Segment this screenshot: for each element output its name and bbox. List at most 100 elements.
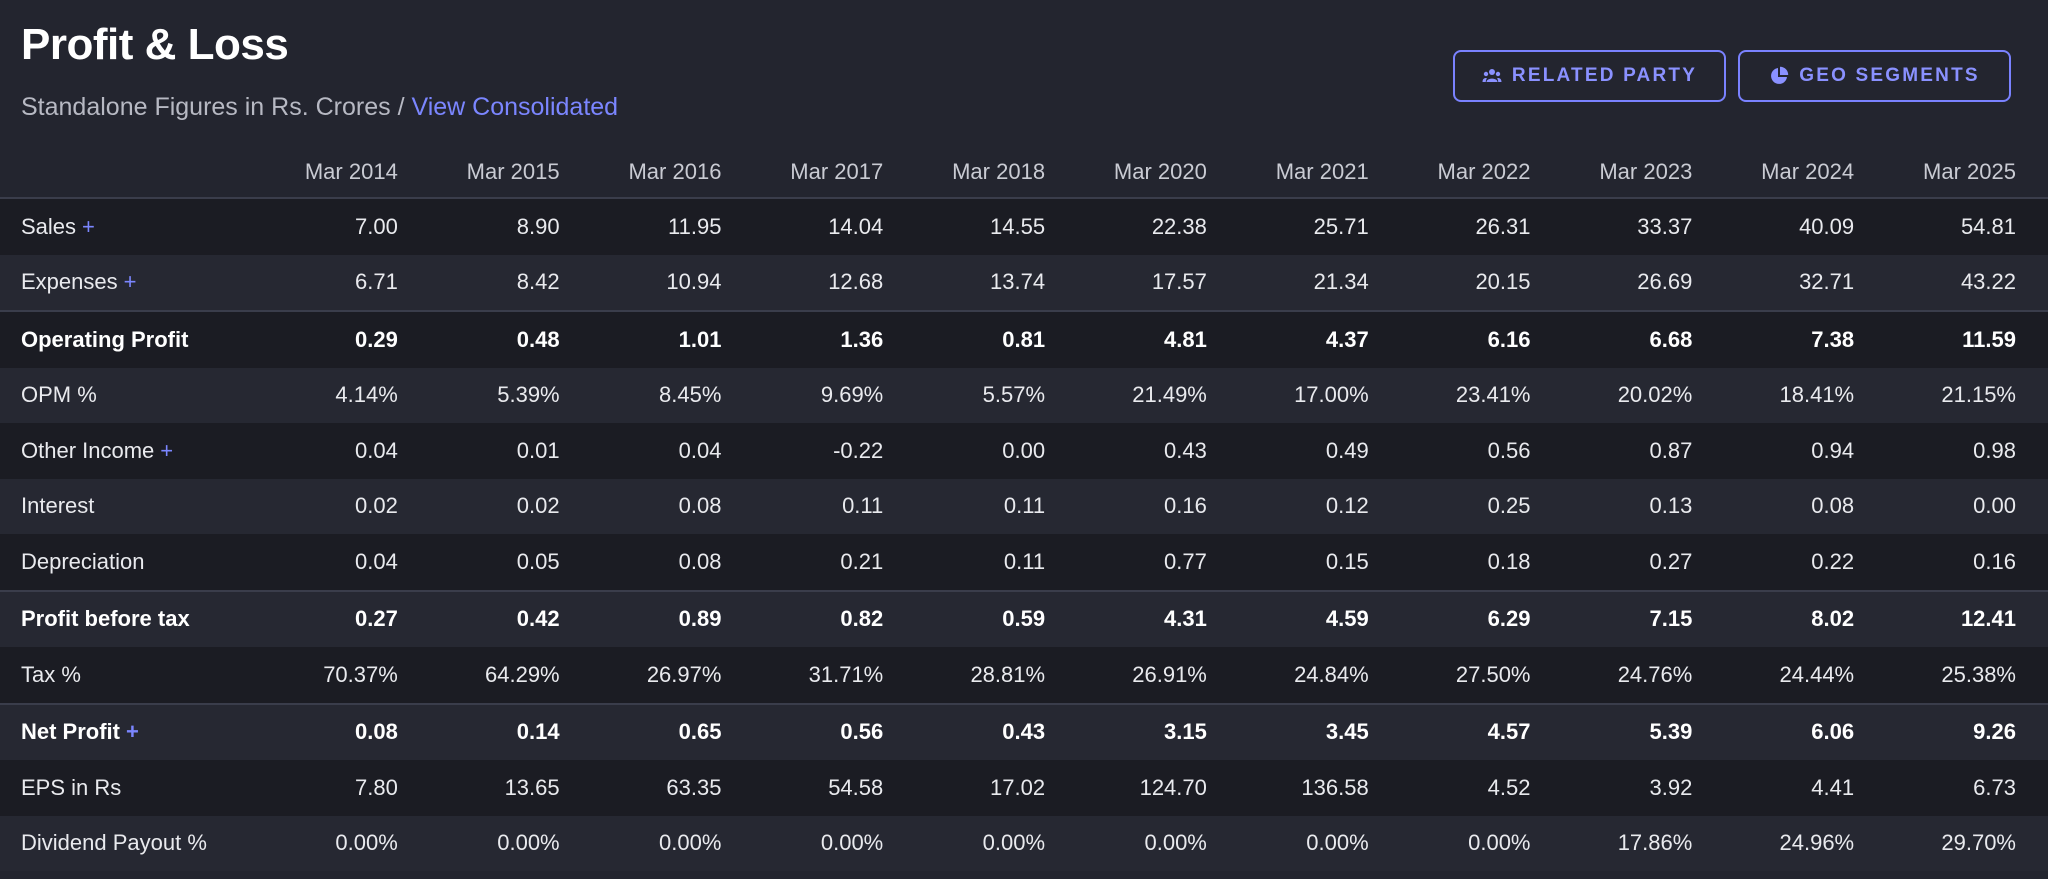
table-row: Other Income +0.04 0.01 0.04 -0.22 0.00 0.43 0.…: [0, 423, 2048, 479]
plus-icon[interactable]: +: [126, 719, 139, 745]
plus-icon[interactable]: +: [160, 437, 174, 463]
table-cell: 9.26: [1886, 702, 2048, 760]
table-cell: 12.41: [1886, 589, 2048, 647]
table-cell: 0.59: [915, 589, 1078, 647]
table-cell: 13.74: [915, 254, 1078, 311]
table-cell: 0.11: [915, 534, 1078, 591]
table-cell: 26.97%: [591, 647, 754, 704]
users-icon: [1482, 66, 1502, 86]
table-cell: 20.15: [1400, 254, 1563, 311]
table-cell: 3.15: [1077, 702, 1239, 760]
header-label-cell: [0, 147, 268, 199]
table-cell: 0.43: [1077, 423, 1239, 479]
table-cell: 7.15: [1562, 589, 1725, 647]
table-cell: 9.69%: [753, 367, 916, 423]
table-cell: 0.16: [1886, 534, 2048, 591]
table-cell: 8.90: [429, 198, 592, 255]
row-label-cell: Tax %: [0, 647, 268, 704]
table-cell: 20.02%: [1562, 367, 1725, 423]
header-row: Mar 2014 Mar 2015 Mar 2016 Mar 2017 Mar 2018…: [0, 147, 2048, 199]
table-cell: 17.00%: [1238, 367, 1401, 423]
table-cell: 0.08: [591, 534, 754, 591]
table-cell: 0.02: [268, 478, 430, 534]
table-cell: 0.21: [753, 534, 916, 591]
table-cell: 0.04: [591, 423, 754, 479]
table-cell: 0.43: [915, 702, 1078, 760]
table-cell: 0.13: [1562, 478, 1725, 534]
table-row: Interest 0.02 0.02 0.08 0.11 0.11 0.16 0.12 0.25…: [0, 478, 2048, 534]
table-cell: 64.29%: [429, 647, 592, 704]
row-label-cell[interactable]: Expenses +: [0, 254, 268, 311]
column-header: Mar 2025: [1886, 147, 2048, 199]
table-cell: 0.00%: [591, 815, 754, 871]
table-cell: 124.70: [1077, 760, 1239, 816]
geo-segments-button[interactable]: GEO SEGMENTS: [1738, 50, 2011, 102]
table-cell: 14.04: [753, 198, 916, 255]
row-label: Other Income: [21, 437, 155, 463]
row-label-cell: EPS in Rs: [0, 760, 268, 816]
table-cell: 17.86%: [1562, 815, 1725, 871]
table-cell: 0.00: [1886, 478, 2048, 534]
row-label: Dividend Payout %: [21, 830, 207, 856]
page-title: Profit & Loss: [21, 20, 289, 69]
table-cell: 0.56: [1400, 423, 1563, 479]
table-cell: 24.96%: [1724, 815, 1887, 871]
row-label-cell[interactable]: Net Profit +: [0, 702, 268, 760]
table-cell: 0.15: [1238, 534, 1401, 591]
row-label-cell[interactable]: Sales +: [0, 198, 268, 255]
table-cell: 0.98: [1886, 423, 2048, 479]
table-cell: -0.22: [753, 423, 916, 479]
table-cell: 0.87: [1562, 423, 1725, 479]
row-label: OPM %: [21, 382, 97, 408]
plus-icon[interactable]: +: [123, 269, 137, 295]
column-header: Mar 2015: [429, 147, 592, 199]
profit-loss-table: Mar 2014 Mar 2015 Mar 2016 Mar 2017 Mar 2018…: [0, 147, 2048, 871]
table-cell: 0.00%: [268, 815, 430, 871]
table-cell: 0.11: [753, 478, 916, 534]
table-cell: 24.44%: [1724, 647, 1887, 704]
table-cell: 0.27: [268, 589, 430, 647]
table-cell: 0.05: [429, 534, 592, 591]
table-cell: 11.95: [591, 198, 754, 255]
subtitle: Standalone Figures in Rs. Crores / View …: [21, 93, 618, 122]
table-cell: 4.57: [1400, 702, 1563, 760]
table-cell: 5.39%: [429, 367, 592, 423]
table-cell: 14.55: [915, 198, 1078, 255]
table-cell: 4.14%: [268, 367, 430, 423]
row-label-cell[interactable]: Other Income +: [0, 423, 268, 479]
table-cell: 26.91%: [1077, 647, 1239, 704]
row-label-cell: Operating Profit: [0, 310, 268, 368]
table-cell: 13.65: [429, 760, 592, 816]
table-cell: 0.16: [1077, 478, 1239, 534]
table-cell: 0.00%: [429, 815, 592, 871]
table-cell: 0.18: [1400, 534, 1563, 591]
table-cell: 0.49: [1238, 423, 1401, 479]
plus-icon[interactable]: +: [82, 213, 95, 239]
table-row: Sales +7.00 8.90 11.95 14.04 14.55 22.38 25.71 2…: [0, 198, 2048, 255]
related-party-button[interactable]: RELATED PARTY: [1453, 50, 1726, 102]
table-row: EPS in Rs 7.80 13.65 63.35 54.58 17.02 124.70 1…: [0, 760, 2048, 816]
table-cell: 0.42: [429, 589, 592, 647]
table-cell: 54.58: [753, 760, 916, 816]
table-cell: 0.22: [1724, 534, 1887, 591]
table-cell: 21.49%: [1077, 367, 1239, 423]
table-cell: 11.59: [1886, 310, 2048, 368]
table-cell: 27.50%: [1400, 647, 1563, 704]
table-cell: 24.84%: [1238, 647, 1401, 704]
table-cell: 0.82: [753, 589, 916, 647]
table-cell: 6.06: [1724, 702, 1887, 760]
pie-chart-icon: [1769, 66, 1789, 86]
table-cell: 0.56: [753, 702, 916, 760]
table-cell: 25.71: [1238, 198, 1401, 255]
table-cell: 12.68: [753, 254, 916, 311]
view-consolidated-link[interactable]: View Consolidated: [411, 93, 619, 121]
row-label: Profit before tax: [21, 606, 190, 632]
table-cell: 0.25: [1400, 478, 1563, 534]
table-cell: 0.29: [268, 310, 430, 368]
table-cell: 4.52: [1400, 760, 1563, 816]
table-cell: 0.00%: [1400, 815, 1563, 871]
column-header: Mar 2021: [1238, 147, 1401, 199]
table-row: Depreciation 0.04 0.05 0.08 0.21 0.11 0.77 0.15…: [0, 534, 2048, 591]
table-cell: 6.29: [1400, 589, 1563, 647]
row-label-cell: Depreciation: [0, 534, 268, 591]
